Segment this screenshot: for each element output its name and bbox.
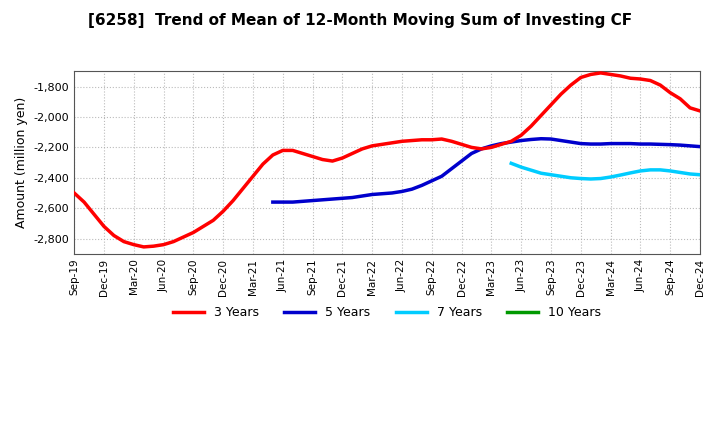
Y-axis label: Amount (million yen): Amount (million yen) [15, 97, 28, 228]
Legend: 3 Years, 5 Years, 7 Years, 10 Years: 3 Years, 5 Years, 7 Years, 10 Years [168, 301, 606, 324]
Text: [6258]  Trend of Mean of 12-Month Moving Sum of Investing CF: [6258] Trend of Mean of 12-Month Moving … [88, 13, 632, 28]
